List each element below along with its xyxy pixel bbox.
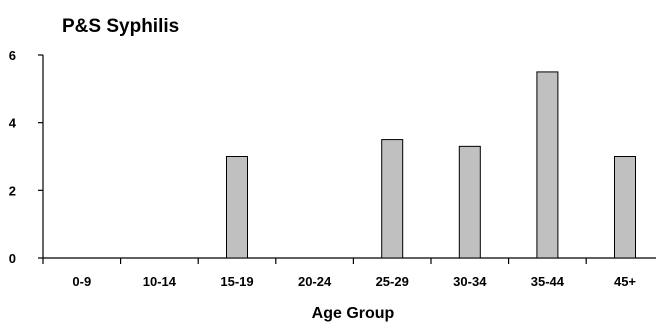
x-axis-title: Age Group [312, 305, 395, 322]
x-tick-label: 30-34 [453, 274, 487, 289]
x-tick-label: 45+ [614, 274, 636, 289]
y-tick-label: 0 [9, 251, 16, 266]
x-tick-label: 0-9 [72, 274, 91, 289]
bar-25-29 [381, 139, 404, 259]
x-tick-label: 25-29 [376, 274, 409, 289]
x-tick-label: 15-19 [220, 274, 253, 289]
y-tick-label: 2 [9, 183, 16, 198]
x-axis: 0-9 10-14 15-19 20-24 25-29 30-34 35-44 45+ [42, 257, 656, 289]
chart-title: P&S Syphilis [62, 16, 179, 37]
x-tick-label: 10-14 [143, 274, 177, 289]
bar-35-44 [536, 71, 559, 259]
y-tick-label: 4 [9, 116, 17, 131]
x-tick-label: 20-24 [298, 274, 332, 289]
bar-45+ [614, 156, 636, 259]
bars [226, 71, 636, 259]
bar-30-34 [458, 145, 481, 259]
bar-15-19 [226, 156, 248, 259]
y-axis: 0 2 4 6 [9, 48, 44, 266]
y-tick-label: 6 [9, 48, 16, 63]
x-tick-label: 35-44 [531, 274, 565, 289]
